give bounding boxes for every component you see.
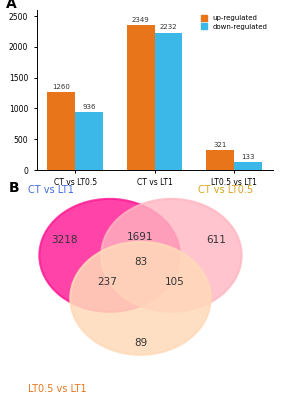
Legend: up-regulated, down-regulated: up-regulated, down-regulated [200, 14, 269, 31]
Text: 2232: 2232 [160, 24, 177, 30]
Circle shape [101, 199, 242, 312]
Bar [127, 26, 155, 170]
Text: CT vs LT1: CT vs LT1 [28, 185, 74, 195]
Text: LT0.5 vs LT1: LT0.5 vs LT1 [28, 384, 87, 394]
Text: 936: 936 [82, 104, 96, 110]
Text: 3218: 3218 [51, 234, 78, 244]
Text: 611: 611 [207, 234, 226, 244]
Text: A: A [6, 0, 17, 11]
Text: 89: 89 [134, 338, 147, 348]
Text: 1691: 1691 [127, 232, 154, 242]
Bar [47, 92, 75, 170]
Text: 1260: 1260 [52, 84, 70, 90]
Text: CT vs LT0.5: CT vs LT0.5 [198, 185, 253, 195]
Text: B: B [8, 181, 19, 195]
Bar [75, 112, 103, 170]
Circle shape [70, 242, 211, 355]
Text: 237: 237 [97, 278, 117, 288]
Bar [206, 150, 234, 170]
Text: 2349: 2349 [132, 17, 149, 23]
Text: 321: 321 [214, 142, 227, 148]
Bar [155, 33, 182, 170]
Bar [234, 162, 262, 170]
Circle shape [39, 199, 180, 312]
Text: 83: 83 [134, 257, 147, 267]
Text: 105: 105 [164, 278, 184, 288]
Text: 133: 133 [241, 154, 255, 160]
